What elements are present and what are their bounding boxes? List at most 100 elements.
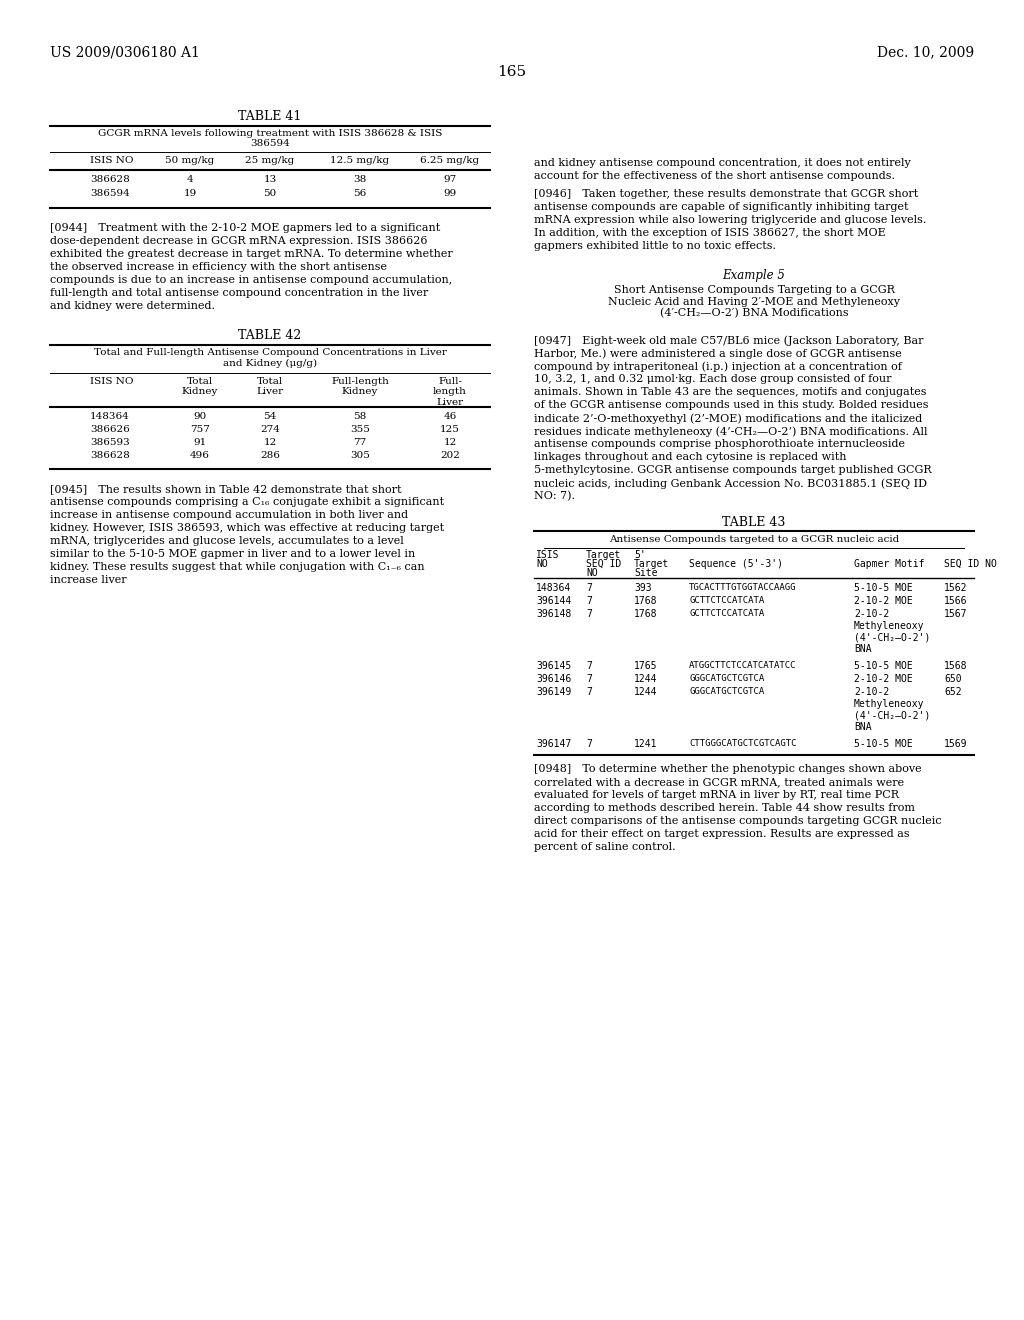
- Text: 46: 46: [443, 412, 457, 421]
- Text: evaluated for levels of target mRNA in liver by RT, real time PCR: evaluated for levels of target mRNA in l…: [534, 789, 899, 800]
- Text: and kidney were determined.: and kidney were determined.: [50, 301, 215, 312]
- Text: percent of saline control.: percent of saline control.: [534, 842, 676, 851]
- Text: compound by intraperitoneal (i.p.) injection at a concentration of: compound by intraperitoneal (i.p.) injec…: [534, 360, 902, 371]
- Text: 1568: 1568: [944, 661, 968, 671]
- Text: 7: 7: [586, 583, 592, 593]
- Text: 386594: 386594: [90, 189, 130, 198]
- Text: 650: 650: [944, 675, 962, 684]
- Text: the observed increase in efficiency with the short antisense: the observed increase in efficiency with…: [50, 261, 387, 272]
- Text: ATGGCTTCTCCATCATATCC: ATGGCTTCTCCATCATATCC: [689, 661, 797, 671]
- Text: 12.5 mg/kg: 12.5 mg/kg: [331, 156, 389, 165]
- Text: Total and Full-length Antisense Compound Concentrations in Liver
and Kidney (μg/: Total and Full-length Antisense Compound…: [93, 348, 446, 367]
- Text: acid for their effect on target expression. Results are expressed as: acid for their effect on target expressi…: [534, 829, 909, 840]
- Text: Target: Target: [586, 550, 622, 560]
- Text: 12: 12: [443, 438, 457, 447]
- Text: according to methods described herein. Table 44 show results from: according to methods described herein. T…: [534, 803, 915, 813]
- Text: antisense compounds are capable of significantly inhibiting target: antisense compounds are capable of signi…: [534, 202, 908, 213]
- Text: antisense compounds comprising a C₁₆ conjugate exhibit a significant: antisense compounds comprising a C₁₆ con…: [50, 498, 444, 507]
- Text: Target: Target: [634, 558, 670, 569]
- Text: 757: 757: [190, 425, 210, 434]
- Text: increase liver: increase liver: [50, 576, 127, 585]
- Text: Harbor, Me.) were administered a single dose of GCGR antisense: Harbor, Me.) were administered a single …: [534, 348, 902, 359]
- Text: 396144: 396144: [536, 597, 571, 606]
- Text: 6.25 mg/kg: 6.25 mg/kg: [421, 156, 479, 165]
- Text: 58: 58: [353, 412, 367, 421]
- Text: Gapmer Motif: Gapmer Motif: [854, 558, 925, 569]
- Text: compounds is due to an increase in antisense compound accumulation,: compounds is due to an increase in antis…: [50, 275, 453, 285]
- Text: 1768: 1768: [634, 597, 657, 606]
- Text: Total
Kidney: Total Kidney: [182, 378, 218, 396]
- Text: residues indicate methyleneoxy (4’-CH₂—O-2’) BNA modifications. All: residues indicate methyleneoxy (4’-CH₂—O…: [534, 426, 928, 437]
- Text: 99: 99: [443, 189, 457, 198]
- Text: 5-10-5 MOE: 5-10-5 MOE: [854, 583, 912, 593]
- Text: 7: 7: [586, 597, 592, 606]
- Text: 1244: 1244: [634, 686, 657, 697]
- Text: and kidney antisense compound concentration, it does not entirely: and kidney antisense compound concentrat…: [534, 158, 910, 168]
- Text: TABLE 42: TABLE 42: [239, 329, 302, 342]
- Text: 90: 90: [194, 412, 207, 421]
- Text: 396147: 396147: [536, 739, 571, 748]
- Text: [0946] Taken together, these results demonstrate that GCGR short: [0946] Taken together, these results dem…: [534, 189, 919, 199]
- Text: kidney. However, ISIS 386593, which was effective at reducing target: kidney. However, ISIS 386593, which was …: [50, 523, 444, 533]
- Text: GGGCATGCTCGTCA: GGGCATGCTCGTCA: [689, 675, 764, 682]
- Text: 2-10-2 MOE: 2-10-2 MOE: [854, 597, 912, 606]
- Text: 1241: 1241: [634, 739, 657, 748]
- Text: 5-10-5 MOE: 5-10-5 MOE: [854, 661, 912, 671]
- Text: Short Antisense Compounds Targeting to a GCGR
Nucleic Acid and Having 2′-MOE and: Short Antisense Compounds Targeting to a…: [608, 285, 900, 318]
- Text: 1569: 1569: [944, 739, 968, 748]
- Text: 396148: 396148: [536, 609, 571, 619]
- Text: account for the effectiveness of the short antisense compounds.: account for the effectiveness of the sho…: [534, 172, 895, 181]
- Text: 2-10-2
Methyleneoxy
(4'-CH₂—O-2')
BNA: 2-10-2 Methyleneoxy (4'-CH₂—O-2') BNA: [854, 609, 931, 653]
- Text: 4: 4: [186, 176, 194, 183]
- Text: 274: 274: [260, 425, 280, 434]
- Text: 393: 393: [634, 583, 651, 593]
- Text: 13: 13: [263, 176, 276, 183]
- Text: dose-dependent decrease in GCGR mRNA expression. ISIS 386626: dose-dependent decrease in GCGR mRNA exp…: [50, 236, 427, 246]
- Text: 496: 496: [190, 451, 210, 459]
- Text: 56: 56: [353, 189, 367, 198]
- Text: NO: NO: [586, 568, 598, 578]
- Text: mRNA expression while also lowering triglyceride and glucose levels.: mRNA expression while also lowering trig…: [534, 215, 927, 224]
- Text: increase in antisense compound accumulation in both liver and: increase in antisense compound accumulat…: [50, 510, 409, 520]
- Text: 50: 50: [263, 189, 276, 198]
- Text: 148364: 148364: [90, 412, 130, 421]
- Text: SEQ ID: SEQ ID: [586, 558, 622, 569]
- Text: animals. Shown in Table 43 are the sequences, motifs and conjugates: animals. Shown in Table 43 are the seque…: [534, 387, 927, 397]
- Text: Full-length
Kidney: Full-length Kidney: [331, 378, 389, 396]
- Text: indicate 2’-O-methoxyethyl (2’-MOE) modifications and the italicized: indicate 2’-O-methoxyethyl (2’-MOE) modi…: [534, 413, 923, 424]
- Text: GGGCATGCTCGTCA: GGGCATGCTCGTCA: [689, 686, 764, 696]
- Text: 1567: 1567: [944, 609, 968, 619]
- Text: correlated with a decrease in GCGR mRNA, treated animals were: correlated with a decrease in GCGR mRNA,…: [534, 777, 904, 787]
- Text: NO: NO: [536, 558, 548, 569]
- Text: similar to the 5-10-5 MOE gapmer in liver and to a lower level in: similar to the 5-10-5 MOE gapmer in live…: [50, 549, 416, 558]
- Text: 286: 286: [260, 451, 280, 459]
- Text: [0944] Treatment with the 2-10-2 MOE gapmers led to a significant: [0944] Treatment with the 2-10-2 MOE gap…: [50, 223, 440, 234]
- Text: 7: 7: [586, 686, 592, 697]
- Text: 5-methylcytosine. GCGR antisense compounds target published GCGR: 5-methylcytosine. GCGR antisense compoun…: [534, 465, 932, 475]
- Text: NO: 7).: NO: 7).: [534, 491, 575, 502]
- Text: direct comparisons of the antisense compounds targeting GCGR nucleic: direct comparisons of the antisense comp…: [534, 816, 942, 826]
- Text: US 2009/0306180 A1: US 2009/0306180 A1: [50, 45, 200, 59]
- Text: GCTTCTCCATCATA: GCTTCTCCATCATA: [689, 597, 764, 605]
- Text: 50 mg/kg: 50 mg/kg: [165, 156, 215, 165]
- Text: ISIS NO: ISIS NO: [90, 156, 133, 165]
- Text: 10, 3.2, 1, and 0.32 μmol·kg. Each dose group consisted of four: 10, 3.2, 1, and 0.32 μmol·kg. Each dose …: [534, 374, 892, 384]
- Text: 77: 77: [353, 438, 367, 447]
- Text: mRNA, triglycerides and glucose levels, accumulates to a level: mRNA, triglycerides and glucose levels, …: [50, 536, 403, 546]
- Text: TABLE 41: TABLE 41: [239, 110, 302, 123]
- Text: 386593: 386593: [90, 438, 130, 447]
- Text: 1566: 1566: [944, 597, 968, 606]
- Text: In addition, with the exception of ISIS 386627, the short MOE: In addition, with the exception of ISIS …: [534, 228, 886, 238]
- Text: 54: 54: [263, 412, 276, 421]
- Text: Sequence (5'-3'): Sequence (5'-3'): [689, 558, 783, 569]
- Text: kidney. These results suggest that while conjugation with C₁₋₆ can: kidney. These results suggest that while…: [50, 562, 425, 572]
- Text: 305: 305: [350, 451, 370, 459]
- Text: CTTGGGCATGCTCGTCAGTC: CTTGGGCATGCTCGTCAGTC: [689, 739, 797, 748]
- Text: 386628: 386628: [90, 176, 130, 183]
- Text: ISIS: ISIS: [536, 550, 559, 560]
- Text: 652: 652: [944, 686, 962, 697]
- Text: 5-10-5 MOE: 5-10-5 MOE: [854, 739, 912, 748]
- Text: 165: 165: [498, 65, 526, 79]
- Text: antisense compounds comprise phosphorothioate internucleoside: antisense compounds comprise phosphoroth…: [534, 440, 905, 449]
- Text: 2-10-2
Methyleneoxy
(4'-CH₂—O-2')
BNA: 2-10-2 Methyleneoxy (4'-CH₂—O-2') BNA: [854, 686, 931, 731]
